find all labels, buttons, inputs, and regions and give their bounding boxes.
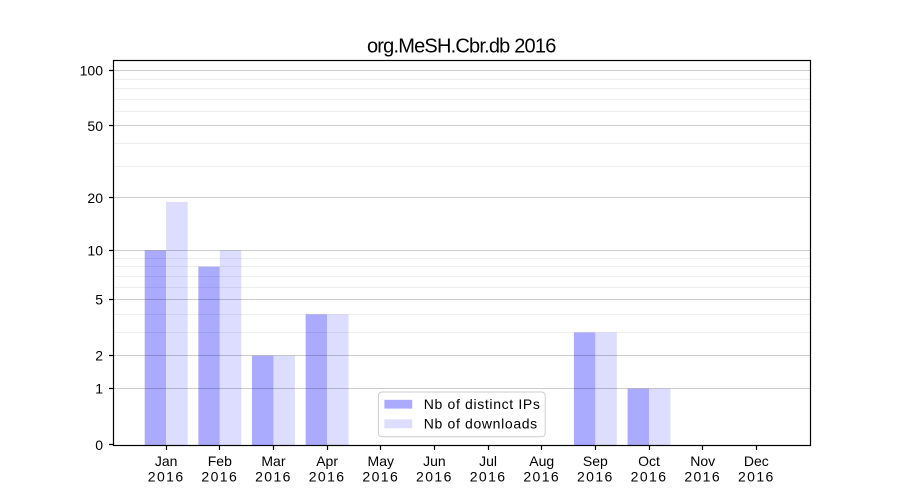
svg-text:1: 1 — [95, 381, 103, 397]
svg-text:org.MeSH.Cbr.db 2016: org.MeSH.Cbr.db 2016 — [367, 35, 556, 57]
svg-text:2016: 2016 — [738, 468, 775, 484]
svg-text:2016: 2016 — [416, 468, 453, 484]
svg-text:2016: 2016 — [523, 468, 560, 484]
svg-text:20: 20 — [87, 190, 103, 206]
svg-text:Dec: Dec — [744, 453, 769, 469]
svg-text:Oct: Oct — [638, 453, 660, 469]
svg-text:2: 2 — [95, 348, 103, 364]
svg-text:Jul: Jul — [479, 453, 497, 469]
svg-text:Sep: Sep — [583, 453, 608, 469]
svg-text:100: 100 — [80, 63, 104, 79]
svg-text:5: 5 — [95, 292, 103, 308]
svg-text:2016: 2016 — [309, 468, 346, 484]
svg-text:Nb of distinct IPs: Nb of distinct IPs — [424, 396, 541, 412]
svg-text:Jan: Jan — [155, 453, 178, 469]
svg-text:2016: 2016 — [631, 468, 668, 484]
svg-text:10: 10 — [87, 242, 103, 258]
svg-text:May: May — [368, 453, 394, 469]
svg-text:Apr: Apr — [316, 453, 338, 469]
svg-text:2016: 2016 — [577, 468, 614, 484]
svg-text:2016: 2016 — [255, 468, 292, 484]
svg-text:Feb: Feb — [208, 453, 232, 469]
svg-text:2016: 2016 — [201, 468, 238, 484]
svg-text:Nb of downloads: Nb of downloads — [424, 415, 538, 431]
svg-text:50: 50 — [87, 118, 103, 134]
svg-text:Aug: Aug — [529, 453, 554, 469]
svg-text:0: 0 — [95, 437, 103, 453]
svg-text:Nov: Nov — [690, 453, 715, 469]
svg-text:2016: 2016 — [684, 468, 721, 484]
svg-text:2016: 2016 — [148, 468, 185, 484]
svg-text:2016: 2016 — [362, 468, 399, 484]
svg-text:2016: 2016 — [470, 468, 507, 484]
svg-text:Mar: Mar — [261, 453, 285, 469]
svg-text:Jun: Jun — [423, 453, 446, 469]
